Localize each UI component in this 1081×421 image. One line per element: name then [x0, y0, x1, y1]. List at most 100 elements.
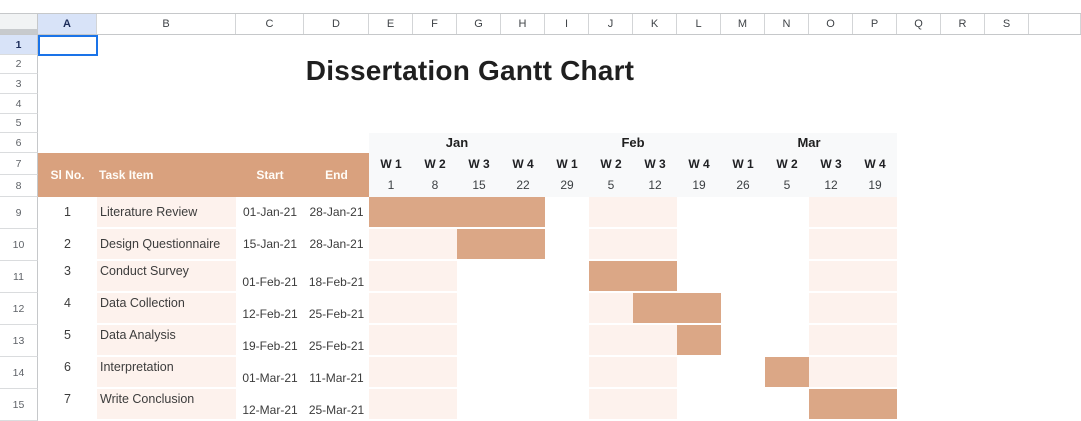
week-label-cell[interactable]: W 4 — [512, 157, 534, 171]
row-header-2[interactable]: 2 — [0, 55, 38, 74]
task-end-cell[interactable]: 11-Mar-21 — [309, 371, 364, 385]
task-name-cell[interactable]: Design Questionnaire — [97, 229, 236, 259]
row-header-15[interactable]: 15 — [0, 389, 38, 421]
gantt-bar[interactable] — [589, 261, 677, 291]
column-header-k[interactable]: K — [633, 14, 677, 34]
row-header-13[interactable]: 13 — [0, 325, 38, 357]
task-name-cell[interactable]: Write Conclusion — [97, 389, 236, 419]
column-header-o[interactable]: O — [809, 14, 853, 34]
row-header-12[interactable]: 12 — [0, 293, 38, 325]
task-sl-cell[interactable]: 5 — [64, 328, 71, 342]
task-sl-cell[interactable]: 7 — [64, 392, 71, 406]
active-cell-a1[interactable] — [38, 35, 98, 56]
column-header-p[interactable]: P — [853, 14, 897, 34]
week-day-cell[interactable]: 5 — [607, 178, 615, 192]
row-header-6[interactable]: 6 — [0, 133, 38, 153]
column-header-l[interactable]: L — [677, 14, 721, 34]
column-header-d[interactable]: D — [304, 14, 369, 34]
select-all-corner[interactable] — [0, 14, 38, 34]
week-label-cell[interactable]: W 1 — [380, 157, 402, 171]
week-label-cell[interactable]: W 2 — [600, 157, 622, 171]
gantt-bar[interactable] — [633, 293, 721, 323]
week-day-cell[interactable]: 19 — [692, 178, 706, 192]
task-start-cell[interactable]: 15-Jan-21 — [242, 237, 298, 251]
week-label-cell[interactable]: W 1 — [556, 157, 578, 171]
column-header-q[interactable]: Q — [897, 14, 941, 34]
task-end-cell[interactable]: 28-Jan-21 — [309, 205, 364, 219]
week-label-cell[interactable]: W 4 — [864, 157, 886, 171]
task-end-cell[interactable]: 25-Feb-21 — [308, 339, 365, 353]
task-name-cell[interactable]: Literature Review — [97, 197, 236, 227]
row-header-10[interactable]: 10 — [0, 229, 38, 261]
task-start-cell[interactable]: 19-Feb-21 — [242, 339, 298, 353]
chart-title-cell[interactable]: Dissertation Gantt Chart — [305, 55, 635, 86]
row-header-11[interactable]: 11 — [0, 261, 38, 293]
week-day-cell[interactable]: 26 — [736, 178, 750, 192]
row-header-3[interactable]: 3 — [0, 74, 38, 94]
row-header-7[interactable]: 7 — [0, 153, 38, 175]
month-header-jan[interactable]: Jan — [445, 135, 469, 150]
column-header-n[interactable]: N — [765, 14, 809, 34]
row-header-8[interactable]: 8 — [0, 175, 38, 197]
week-day-cell[interactable]: 19 — [868, 178, 882, 192]
week-day-cell[interactable]: 22 — [516, 178, 530, 192]
row-header-4[interactable]: 4 — [0, 94, 38, 114]
column-header-r[interactable]: R — [941, 14, 985, 34]
task-name-cell[interactable]: Data Analysis — [97, 325, 236, 355]
week-label-cell[interactable]: W 3 — [644, 157, 666, 171]
row-header-1[interactable]: 1 — [0, 35, 38, 55]
task-start-cell[interactable]: 12-Mar-21 — [242, 403, 298, 417]
task-sl-cell[interactable]: 4 — [64, 296, 71, 310]
task-start-cell[interactable]: 01-Feb-21 — [242, 275, 298, 289]
gantt-bar[interactable] — [677, 325, 721, 355]
gantt-bar[interactable] — [457, 229, 545, 259]
week-label-cell[interactable]: W 4 — [688, 157, 710, 171]
week-day-cell[interactable]: 8 — [431, 178, 439, 192]
task-start-cell[interactable]: 01-Jan-21 — [242, 205, 298, 219]
week-label-cell[interactable]: W 2 — [424, 157, 446, 171]
week-label-cell[interactable]: W 3 — [468, 157, 490, 171]
task-end-cell[interactable]: 25-Feb-21 — [308, 307, 365, 321]
task-name-cell[interactable]: Data Collection — [97, 293, 236, 323]
task-end-cell[interactable]: 25-Mar-21 — [308, 403, 365, 417]
week-label-cell[interactable]: W 3 — [820, 157, 842, 171]
column-header-c[interactable]: C — [236, 14, 304, 34]
row-header-14[interactable]: 14 — [0, 357, 38, 389]
column-header-a[interactable]: A — [38, 14, 97, 34]
task-end-cell[interactable]: 18-Feb-21 — [308, 275, 365, 289]
task-sl-cell[interactable]: 2 — [64, 237, 71, 251]
task-sl-cell[interactable]: 6 — [64, 360, 71, 374]
gantt-bar[interactable] — [369, 197, 545, 227]
week-day-cell[interactable]: 12 — [824, 178, 838, 192]
column-header-f[interactable]: F — [413, 14, 457, 34]
header-cell-end[interactable]: End — [325, 168, 348, 182]
task-name-cell[interactable]: Interpretation — [97, 357, 236, 387]
week-label-cell[interactable]: W 1 — [732, 157, 754, 171]
column-header-j[interactable]: J — [589, 14, 633, 34]
header-cell-start[interactable]: Start — [256, 168, 284, 182]
month-header-feb[interactable]: Feb — [621, 135, 645, 150]
task-start-cell[interactable]: 01-Mar-21 — [242, 371, 298, 385]
column-header-s[interactable]: S — [985, 14, 1029, 34]
column-header-g[interactable]: G — [457, 14, 501, 34]
column-header-h[interactable]: H — [501, 14, 545, 34]
row-header-5[interactable]: 5 — [0, 114, 38, 133]
column-header-i[interactable]: I — [545, 14, 589, 34]
header-cell-sl-no[interactable]: Sl No. — [50, 168, 85, 182]
week-day-cell[interactable]: 1 — [387, 178, 395, 192]
column-header-m[interactable]: M — [721, 14, 765, 34]
column-header-b[interactable]: B — [97, 14, 236, 34]
week-label-cell[interactable]: W 2 — [776, 157, 798, 171]
task-end-cell[interactable]: 28-Jan-21 — [309, 237, 364, 251]
month-header-mar[interactable]: Mar — [797, 135, 821, 150]
gantt-bar[interactable] — [809, 389, 897, 419]
week-day-cell[interactable]: 5 — [783, 178, 791, 192]
row-header-9[interactable]: 9 — [0, 197, 38, 229]
gantt-bar[interactable] — [765, 357, 809, 387]
week-day-cell[interactable]: 29 — [560, 178, 574, 192]
task-start-cell[interactable]: 12-Feb-21 — [242, 307, 298, 321]
week-day-cell[interactable]: 12 — [648, 178, 662, 192]
header-cell-task-item[interactable]: Task Item — [99, 168, 154, 182]
task-sl-cell[interactable]: 1 — [64, 205, 71, 219]
task-sl-cell[interactable]: 3 — [64, 264, 71, 278]
